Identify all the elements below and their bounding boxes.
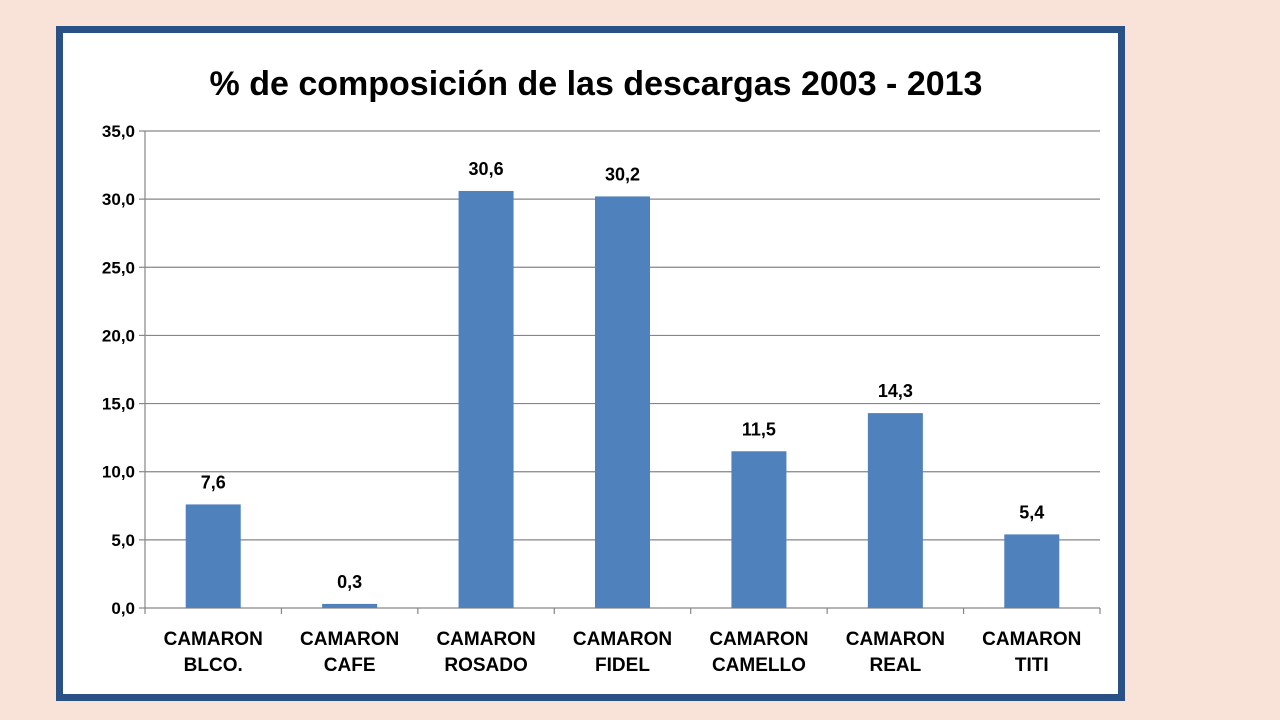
bar: [867, 413, 923, 608]
x-category-label: CAMARON ROSADO: [436, 629, 535, 676]
y-tick-label: 20,0: [102, 326, 135, 345]
x-category-label-line: BLCO.: [184, 655, 243, 676]
bar-chart: % de composición de las descargas 2003 -…: [102, 65, 1101, 676]
data-label: 14,3: [878, 381, 913, 401]
y-tick-label: 25,0: [102, 258, 135, 277]
y-tick-label: 15,0: [102, 395, 135, 414]
y-tick-label: 0,0: [111, 599, 135, 618]
x-category-label-line: CAMARON: [573, 629, 672, 650]
x-category-label: CAMARON CAMELLO: [709, 629, 808, 676]
data-label: 30,2: [605, 164, 640, 184]
data-labels: 7,6 0,3 30,6 30,2 11,5 14,3 5,4: [201, 159, 1045, 592]
x-category-label-line: REAL: [869, 655, 921, 676]
data-label: 0,3: [337, 572, 362, 592]
chart-frame: % de composición de las descargas 2003 -…: [56, 26, 1125, 701]
x-category-label-line: ROSADO: [444, 655, 527, 676]
x-category-label-line: CAMARON: [300, 629, 399, 650]
x-category-label-line: CAMARON: [846, 629, 945, 650]
x-category-label-line: CAMARON: [164, 629, 263, 650]
x-category-label-line: CAMELLO: [712, 655, 806, 676]
y-tick-label: 10,0: [102, 463, 135, 482]
bar: [322, 603, 378, 608]
bar: [1004, 534, 1060, 608]
x-category-label: CAMARON CAFE: [300, 629, 399, 676]
x-category-label: CAMARON TITI: [982, 629, 1081, 676]
y-tick-label: 30,0: [102, 190, 135, 209]
y-tick-label: 5,0: [111, 531, 135, 550]
x-category-label: CAMARON BLCO.: [164, 629, 263, 676]
x-category-label-line: CAMARON: [982, 629, 1081, 650]
axes: 0,0 5,0 10,0 15,0 20,0 25,0 30,0 35,0 CAMARON BLC…: [102, 122, 1101, 676]
bar: [595, 196, 650, 608]
bar: [185, 504, 241, 608]
y-tick-label: 35,0: [102, 122, 135, 141]
x-category-label: CAMARON REAL: [846, 629, 945, 676]
bars: [185, 190, 1060, 609]
x-category-label-line: CAMARON: [436, 629, 535, 650]
x-category-label-line: TITI: [1015, 655, 1049, 676]
chart-title: % de composición de las descargas 2003 -…: [210, 65, 983, 103]
data-label: 11,5: [742, 419, 776, 439]
x-category-label: CAMARON FIDEL: [573, 629, 672, 676]
data-label: 30,6: [469, 159, 504, 179]
x-category-label-line: CAMARON: [709, 629, 808, 650]
data-label: 7,6: [201, 472, 226, 492]
bar: [731, 451, 787, 608]
x-category-label-line: FIDEL: [595, 655, 650, 676]
data-label: 5,4: [1019, 502, 1044, 522]
bar: [458, 190, 514, 609]
x-category-label-line: CAFE: [324, 655, 376, 676]
